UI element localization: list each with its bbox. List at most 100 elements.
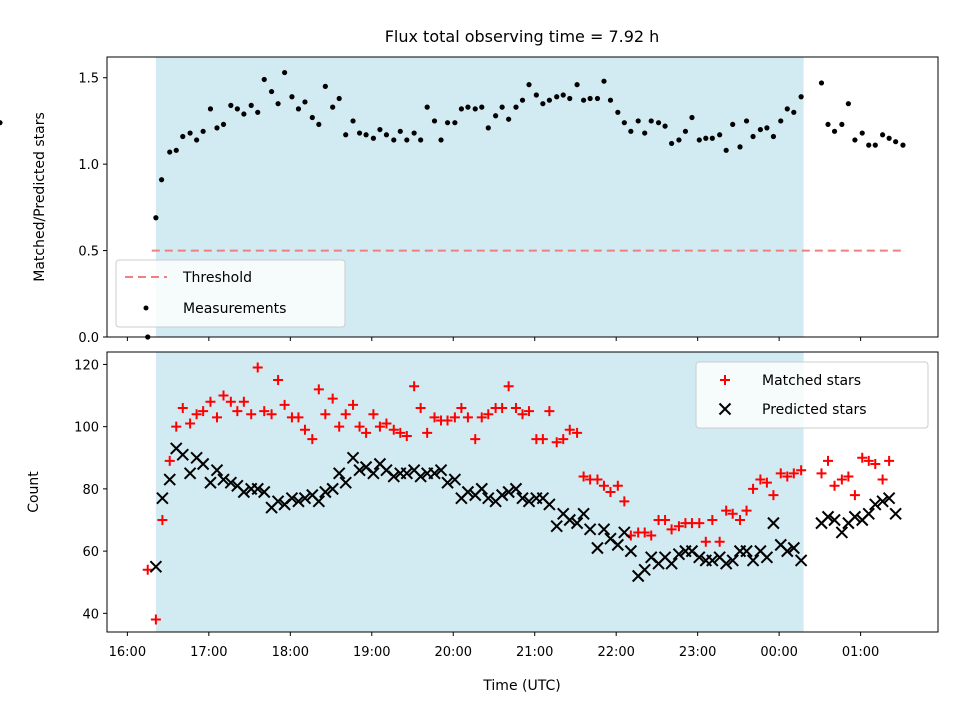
top-axes-frame <box>106 56 939 338</box>
bottom-y-tick-label: 60 <box>82 545 99 560</box>
measurement-point <box>723 147 729 153</box>
predicted-star-point <box>482 492 495 505</box>
matched-star-point <box>266 409 277 420</box>
measurement-point <box>438 137 444 143</box>
measurement-point <box>431 118 438 124</box>
measurement-point <box>770 133 777 140</box>
matched-star-point <box>395 427 406 438</box>
matched-star-point <box>761 477 772 488</box>
matched-star-point <box>279 399 290 410</box>
measurement-point <box>180 133 186 140</box>
predicted-star-point <box>516 492 529 505</box>
matched-star-point <box>483 409 494 420</box>
predicted-star-point <box>258 485 271 499</box>
bottom-x-tick-label: 18:00 <box>272 645 309 660</box>
matched-star-point <box>299 424 310 435</box>
predicted-star-point <box>387 470 400 483</box>
top-y-tick-label: 1.5 <box>78 72 99 87</box>
predicted-star-point <box>726 554 739 567</box>
matched-star-point <box>218 390 229 401</box>
matched-star-point <box>320 409 331 420</box>
matched-star-point <box>537 434 548 445</box>
measurement-point <box>709 135 715 141</box>
measurement-point <box>567 95 573 102</box>
predicted-star-point <box>319 485 332 499</box>
measurement-point <box>648 118 654 124</box>
predicted-star-point <box>611 538 625 552</box>
matched-star-point <box>666 524 677 535</box>
predicted-star-point <box>522 495 536 508</box>
predicted-star-point <box>583 523 597 536</box>
matched-star-point <box>660 515 671 525</box>
measurement-point <box>411 130 417 136</box>
predicted-star-point <box>889 507 902 520</box>
predicted-star-point <box>760 551 774 564</box>
measurement-point <box>587 95 593 102</box>
measurement-point <box>499 104 505 110</box>
predicted-star-point <box>224 476 238 489</box>
measurement-point <box>778 118 784 124</box>
predicted-star-point <box>706 554 719 567</box>
predicted-star-point <box>781 544 794 558</box>
bottom-x-tick-label: 01:00 <box>842 645 879 660</box>
measurement-point <box>472 106 478 112</box>
predicted-star-point <box>217 473 230 486</box>
predicted-star-point <box>862 507 875 520</box>
measurement-point <box>370 135 377 141</box>
predicted-star-point <box>618 526 631 539</box>
matched-star-point <box>348 399 359 410</box>
measurement-point <box>391 137 397 143</box>
matched-star-point <box>578 471 589 482</box>
measurement-point <box>866 142 872 148</box>
measurement-point <box>506 116 512 122</box>
matched-star-point <box>171 421 182 432</box>
matched-star-point <box>782 471 793 482</box>
matched-star-point <box>707 515 718 525</box>
matched-star-point <box>259 406 270 417</box>
top-y-tick-label: 0.0 <box>78 331 99 346</box>
legend-predicted-swatch <box>718 402 732 416</box>
measurement-point <box>784 106 790 112</box>
predicted-star-point <box>495 488 509 502</box>
predicted-star-point <box>292 495 305 508</box>
top-legend-box <box>115 259 346 328</box>
predicted-star-point <box>339 476 352 489</box>
predicted-star-point <box>876 495 889 508</box>
matched-star-point <box>551 437 562 448</box>
predicted-star-point <box>767 516 780 530</box>
predicted-star-point <box>719 557 733 570</box>
matched-star-point <box>524 406 535 417</box>
bottom-panel: 40 60 80 100 120 16:00 17:00 18:00 19:00 20:00 21… <box>26 351 939 694</box>
matched-star-point <box>857 452 868 463</box>
matched-star-point <box>470 434 481 445</box>
matched-star-point <box>721 505 732 516</box>
matched-star-point <box>252 362 263 373</box>
predicted-star-point <box>251 482 264 496</box>
predicted-star-point <box>163 473 176 486</box>
measurement-point <box>682 128 689 134</box>
bottom-x-tick-label: 00:00 <box>760 645 797 660</box>
matched-star-point <box>823 455 834 466</box>
measurement-point <box>615 109 621 115</box>
predicted-star-point <box>835 526 849 539</box>
matched-star-point <box>748 483 759 494</box>
measurement-point <box>493 113 499 119</box>
matched-star-point <box>619 496 630 507</box>
predicted-star-point <box>196 457 210 471</box>
matched-star-point <box>605 487 616 497</box>
measurement-point <box>200 128 206 134</box>
matched-star-point <box>755 474 766 485</box>
legend-matched-marker <box>720 375 730 385</box>
matched-star-point <box>849 490 860 501</box>
matched-star-point <box>476 412 487 423</box>
measurement-point <box>173 147 179 153</box>
measurement-point <box>336 95 342 102</box>
measurement-point <box>655 120 662 126</box>
matched-star-point <box>238 396 249 407</box>
matched-star-point <box>877 474 888 485</box>
matched-star-point <box>374 421 385 432</box>
predicted-star-point <box>271 495 285 508</box>
matched-star-point <box>225 396 236 407</box>
measurement-point <box>717 132 723 138</box>
matched-star-point <box>456 403 467 413</box>
